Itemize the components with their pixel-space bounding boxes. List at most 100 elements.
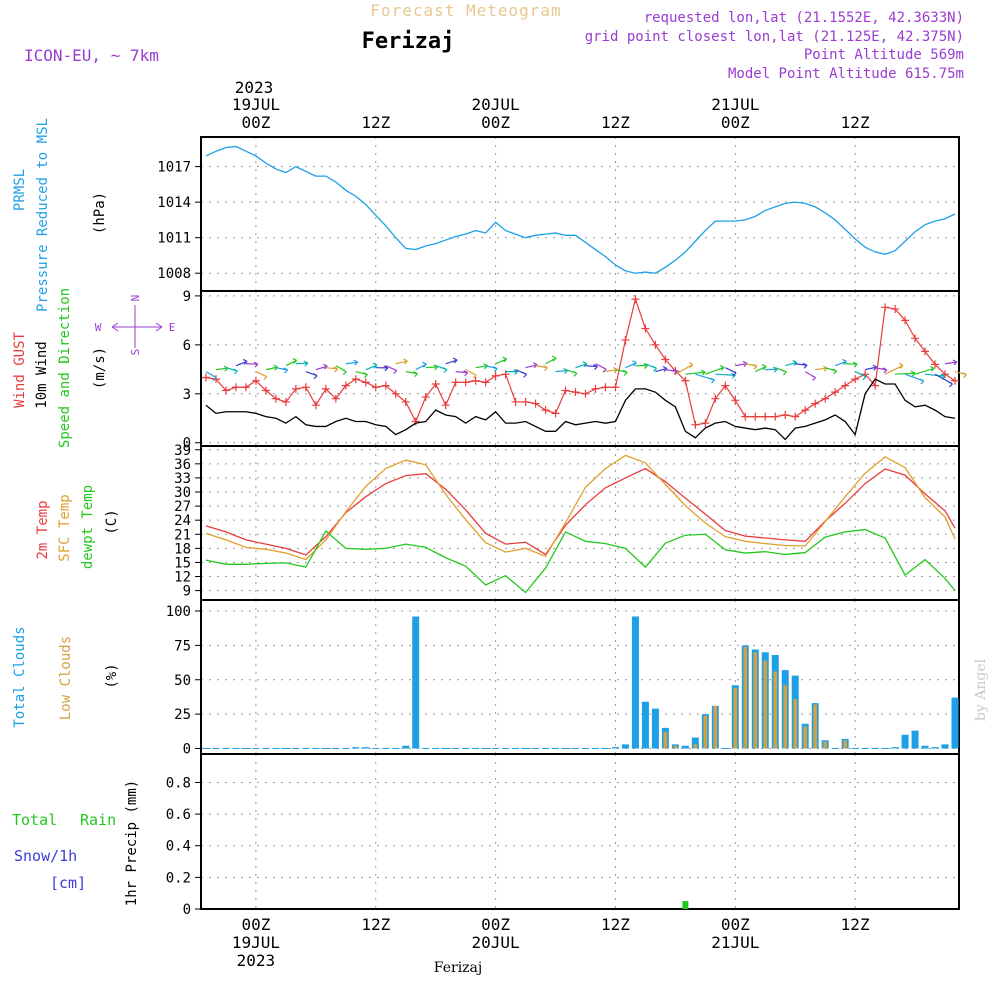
- y-tick-label: 100: [166, 604, 191, 620]
- closest-gridpoint: grid point closest lon,lat (21.125E, 42.…: [585, 29, 964, 45]
- model-altitude: Model Point Altitude 615.75m: [728, 66, 964, 82]
- y-tick-label: 75: [174, 638, 191, 654]
- wind-direction-arrow: [365, 362, 378, 371]
- gust-point: [241, 383, 250, 392]
- chart-subtitle: Forecast Meteogram: [370, 1, 561, 20]
- bottom-time-label: 12Z: [841, 915, 870, 934]
- wind-direction-arrow: [325, 366, 339, 373]
- gust-point: [591, 384, 600, 393]
- gust-point: [421, 393, 430, 402]
- panel-frame: [200, 136, 960, 292]
- y-tick-label: 27: [174, 499, 191, 515]
- gust-point: [301, 383, 310, 392]
- gust-point: [891, 304, 900, 313]
- pressure-line: [205, 145, 956, 274]
- low-cloud-bar: [733, 688, 738, 749]
- wind-direction-arrow: [355, 371, 368, 379]
- total-cloud-bar: [412, 616, 420, 749]
- y-tick-label: 12: [174, 570, 191, 586]
- wind-direction-arrow: [884, 362, 904, 375]
- gust-point: [501, 370, 510, 379]
- wind-direction-arrow: [315, 363, 328, 371]
- bottom-date-label: 20JUL: [472, 933, 520, 952]
- gust-point: [611, 383, 620, 392]
- gust-point: [231, 383, 240, 392]
- y-tick-label: 9: [183, 289, 191, 305]
- gust-point: [651, 340, 660, 349]
- temp-unit: (C): [104, 509, 120, 534]
- wind-direction-arrow: [225, 367, 238, 375]
- top-time-label: 00Z: [241, 113, 270, 132]
- top-date-label: 19JUL: [232, 95, 280, 114]
- gust-point: [621, 335, 630, 344]
- model-label: ICON-EU, ~ 7km: [24, 46, 159, 65]
- low-cloud-bar: [783, 685, 788, 749]
- gust-point: [331, 394, 340, 403]
- wind-direction-arrow: [445, 357, 458, 365]
- panel-frame: [200, 599, 960, 755]
- wind-line: [205, 378, 956, 441]
- gust-point: [271, 394, 280, 403]
- total-cloud-bar: [691, 737, 699, 749]
- wind-direction-arrow: [825, 367, 838, 375]
- wind-direction-arrow: [255, 371, 268, 381]
- temp-dewpt-line: [205, 528, 956, 594]
- compass-e: E: [169, 321, 176, 334]
- wind-direction-arrow: [845, 361, 858, 368]
- gust-point: [261, 386, 270, 395]
- requested-coords: requested lon,lat (21.1552E, 42.3633N): [644, 10, 964, 26]
- gust-point: [801, 406, 810, 415]
- wind-direction-arrow: [675, 361, 694, 375]
- temp-panel-labels: 2m Temp SFC Temp dewpt Temp (C): [35, 485, 120, 569]
- bottom-year-label: 2023: [237, 951, 276, 970]
- wind-direction-arrow: [895, 370, 916, 377]
- gust-point: [901, 316, 910, 325]
- cloud-panel-labels: Total Clouds Low Clouds (%): [12, 626, 120, 727]
- wind-direction-arrow: [934, 373, 953, 388]
- point-altitude: Point Altitude 569m: [804, 47, 964, 63]
- total-cloud-bar: [631, 616, 639, 749]
- wind-direction-arrow: [775, 367, 787, 376]
- gust-point: [361, 378, 370, 387]
- y-tick-label: 33: [174, 471, 191, 487]
- low-cloud-bar: [793, 699, 798, 749]
- wind-direction-arrow: [385, 365, 398, 375]
- low-cloud-bar: [713, 705, 718, 749]
- gust-point: [791, 412, 800, 421]
- y-tick-label: 0.6: [166, 807, 191, 823]
- gust-point: [381, 381, 390, 390]
- precip-axis-label: 1hr Precip (mm): [124, 780, 140, 906]
- gust-point: [661, 355, 670, 364]
- location-title: Ferizaj: [362, 29, 455, 54]
- wind-direction-arrow: [455, 370, 469, 377]
- bottom-time-label: 00Z: [241, 915, 270, 934]
- wind-direction-arrow: [715, 372, 736, 379]
- low-cloud-bar: [773, 671, 778, 749]
- bottom-time-label: 12Z: [361, 915, 390, 934]
- gust-point: [461, 378, 470, 387]
- gust-point: [401, 397, 410, 406]
- wind-direction-arrow: [415, 361, 427, 371]
- gust-point: [571, 388, 580, 397]
- gust-point: [871, 381, 880, 390]
- total-cloud-bar: [951, 697, 959, 749]
- wind-panel-labels: Wind GUST 10m Wind Speed and Direction (…: [12, 288, 175, 448]
- wind-direction-arrow: [345, 359, 359, 366]
- compass-n: N: [129, 295, 142, 302]
- total-cloud-bar: [941, 744, 949, 749]
- gust-point: [631, 295, 640, 304]
- bottom-date-label: 21JUL: [711, 933, 759, 952]
- low-cloud-bar: [673, 745, 678, 749]
- top-time-label: 12Z: [361, 113, 390, 132]
- gust-point: [751, 412, 760, 421]
- gust-point: [881, 303, 890, 312]
- bottom-time-label: 00Z: [481, 915, 510, 934]
- y-tick-label: 39: [174, 443, 191, 459]
- wind-direction-arrow: [335, 365, 347, 375]
- temp-dewpt-label: dewpt Temp: [80, 485, 96, 569]
- y-tick-label: 0.8: [166, 775, 191, 791]
- gust-point: [221, 386, 230, 395]
- total-cloud-bar: [921, 745, 929, 749]
- wind-direction-arrow: [295, 360, 309, 367]
